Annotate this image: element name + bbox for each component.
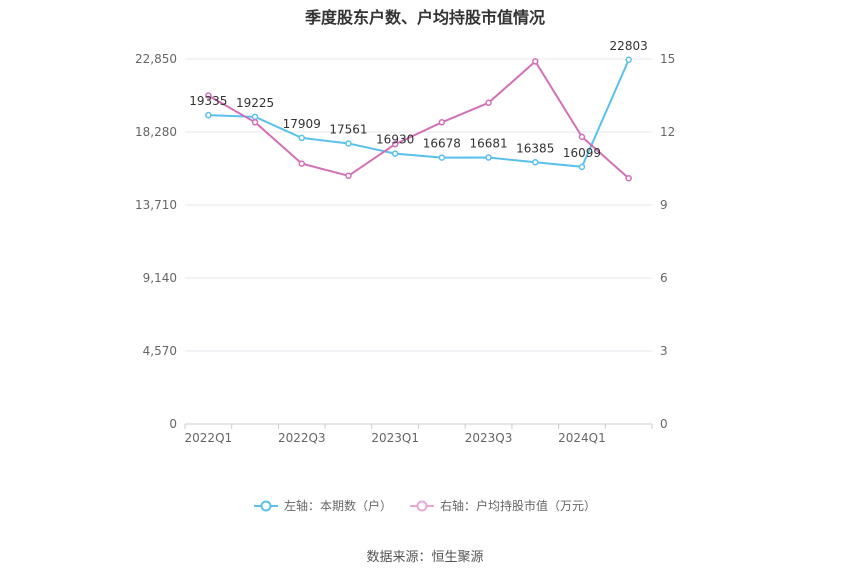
legend-line-circle-icon xyxy=(410,500,434,511)
data-point-market-value xyxy=(205,92,212,99)
x-axis-tick-label: 2022Q1 xyxy=(185,431,233,445)
data-point-holders xyxy=(532,159,539,166)
x-axis-tick-label: 2024Q1 xyxy=(558,431,606,445)
data-label-holders: 17909 xyxy=(283,117,321,131)
x-axis-tick-label: 2023Q1 xyxy=(371,431,419,445)
data-label-holders: 22803 xyxy=(610,39,648,53)
left-axis-tick-label: 0 xyxy=(169,417,177,431)
axis-labels: 0 0 4,570 3 9,140 6 13,710 9 18,280 12 22,850 15 202… xyxy=(135,52,675,445)
left-axis-tick-label: 22,850 xyxy=(135,52,177,66)
legend-label-left: 左轴：本期数（户） xyxy=(283,499,392,513)
chart-title: 季度股东户数、户均持股市值情况 xyxy=(304,8,545,27)
data-point-holders xyxy=(391,150,399,157)
series-line-holders xyxy=(208,59,630,168)
right-axis-tick-label: 3 xyxy=(660,344,668,358)
data-point-holders xyxy=(578,163,586,171)
data-label-holders: 16099 xyxy=(563,146,601,160)
left-axis-tick-label: 4,570 xyxy=(143,344,177,358)
data-point-holders xyxy=(485,154,492,161)
right-axis-tick-label: 9 xyxy=(660,198,668,212)
data-label-holders: 16681 xyxy=(469,137,507,151)
data-point-market-value xyxy=(485,99,492,107)
x-axis-tick-label: 2023Q3 xyxy=(465,431,513,445)
data-point-holders xyxy=(298,134,305,142)
data-point-holders xyxy=(438,154,446,161)
data-point-holders xyxy=(205,111,212,119)
data-label-holders: 16930 xyxy=(376,133,414,147)
left-axis-tick-label: 13,710 xyxy=(135,198,177,212)
data-point-market-value xyxy=(625,174,632,182)
data-point-market-value xyxy=(345,172,352,180)
data-label-holders: 16678 xyxy=(423,137,461,151)
series-line-market-value xyxy=(207,59,630,179)
source-note: 数据来源：恒生聚源 xyxy=(366,550,484,565)
grid-lines xyxy=(184,58,653,429)
data-point-market-value xyxy=(532,58,539,65)
right-axis-tick-label: 15 xyxy=(660,52,675,66)
series-lines xyxy=(205,56,632,182)
data-labels: 19335 19225 17909 17561 16930 16678 16681 16385… xyxy=(189,39,647,160)
data-label-holders: 17561 xyxy=(329,122,367,136)
data-point-market-value xyxy=(578,133,586,141)
left-axis-tick-label: 18,280 xyxy=(135,125,177,139)
legend-line-circle-icon xyxy=(253,500,278,511)
legend-label-right: 右轴：户均持股市值（万元） xyxy=(440,499,597,513)
data-point-market-value xyxy=(251,119,259,126)
right-axis-tick-label: 6 xyxy=(660,271,668,285)
data-label-holders: 19225 xyxy=(236,96,274,110)
right-axis-tick-label: 12 xyxy=(660,125,675,139)
left-axis-tick-label: 9,140 xyxy=(143,271,177,285)
data-label-holders: 16385 xyxy=(516,141,554,155)
data-point-holders xyxy=(625,56,632,64)
right-axis-tick-label: 0 xyxy=(660,417,668,431)
data-point-market-value xyxy=(391,140,399,148)
legend-item-right-series[interactable]: 右轴：户均持股市值（万元） xyxy=(410,497,596,514)
legend-item-left-series[interactable]: 左轴：本期数（户） xyxy=(253,497,392,514)
x-axis-tick-label: 2022Q3 xyxy=(278,431,326,445)
data-label-holders: 19335 xyxy=(189,94,227,108)
data-point-market-value xyxy=(438,119,446,126)
data-point-holders xyxy=(345,140,352,147)
data-point-holders xyxy=(251,113,259,121)
data-point-market-value xyxy=(298,160,305,167)
legend: 左轴：本期数（户） 右轴：户均持股市值（万元） xyxy=(0,497,850,514)
